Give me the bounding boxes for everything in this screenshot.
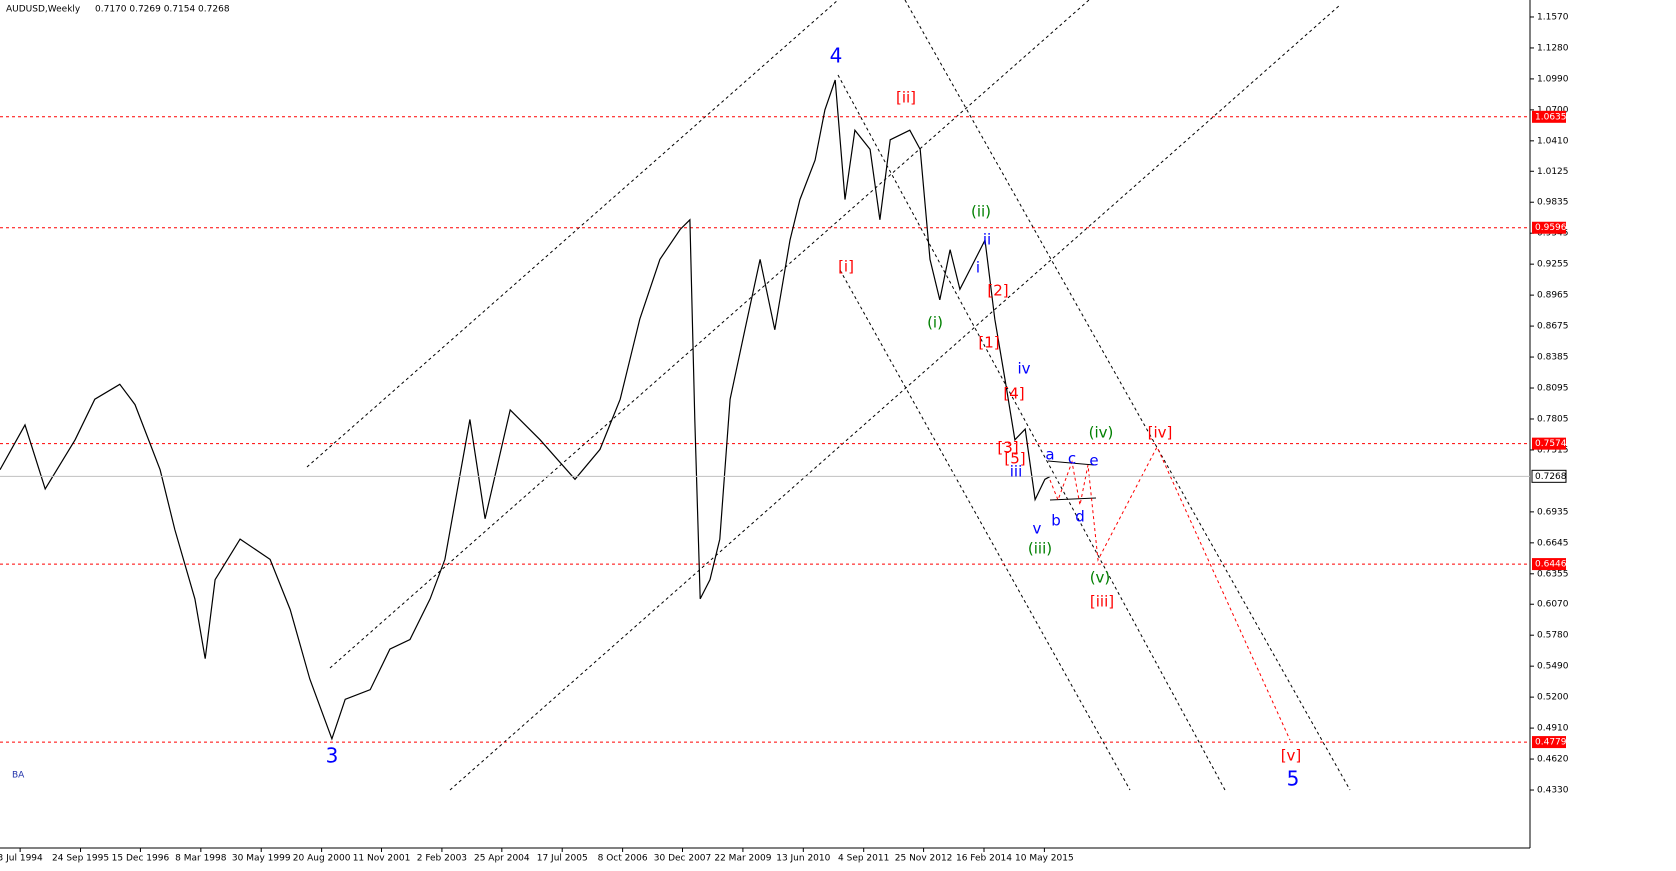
wave-label: iii xyxy=(1010,463,1023,481)
watermark: BA xyxy=(12,771,25,781)
last-price-box xyxy=(1531,469,1567,483)
wave-label: a xyxy=(1045,446,1054,464)
y-tick-label: 0.9835 xyxy=(1537,198,1569,208)
wave-label: 5 xyxy=(1287,767,1300,791)
level-label: 0.6446 xyxy=(1535,560,1567,570)
wave-label: [ii] xyxy=(896,89,916,107)
y-tick-label: 0.6935 xyxy=(1537,507,1569,517)
level-box xyxy=(1532,221,1566,234)
y-tick-label: 0.5490 xyxy=(1537,662,1569,672)
y-tick-label: 1.1570 xyxy=(1537,12,1569,22)
wave-label: [2] xyxy=(987,282,1008,300)
y-tick-label: 0.8095 xyxy=(1537,384,1569,394)
wave-label: 3 xyxy=(326,744,339,768)
level-label: 0.4779 xyxy=(1535,738,1567,748)
trend-lines xyxy=(306,0,1351,791)
x-tick-label: 30 Dec 2007 xyxy=(654,854,712,864)
wave-label: iv xyxy=(1017,360,1030,378)
x-tick-label: 24 Sep 1995 xyxy=(52,854,109,864)
wave-label: (v) xyxy=(1090,569,1111,587)
y-tick-label: 0.4620 xyxy=(1537,755,1569,765)
wave-label: d xyxy=(1075,508,1085,526)
y-tick-label: 0.5200 xyxy=(1537,693,1569,703)
y-tick-label: 1.0410 xyxy=(1537,136,1569,146)
x-tick-label: 4 Sep 2011 xyxy=(838,854,889,864)
wave-label: [4] xyxy=(1003,385,1024,403)
triangle-lines xyxy=(1047,460,1097,501)
y-tick-label: 0.4910 xyxy=(1537,724,1569,734)
price-line xyxy=(0,79,1051,741)
x-tick-label: 25 Apr 2004 xyxy=(474,854,530,864)
wave-label: [i] xyxy=(838,258,854,276)
y-tick-label: 0.5780 xyxy=(1537,631,1569,641)
y-tick-label: 1.1280 xyxy=(1537,43,1569,53)
x-tick-label: 15 Dec 1996 xyxy=(112,854,170,864)
wave-label: (iii) xyxy=(1028,540,1052,558)
x-tick-label: 8 Oct 2006 xyxy=(598,854,648,864)
y-tick-label: 0.6355 xyxy=(1537,569,1569,579)
wave-label: (iv) xyxy=(1089,424,1114,442)
x-tick-label: 22 Mar 2009 xyxy=(714,854,771,864)
x-tick-label: 13 Jun 2010 xyxy=(776,854,830,864)
level-box xyxy=(1532,736,1566,749)
ohlc: 0.7170 0.7269 0.7154 0.7268 xyxy=(95,5,230,15)
wave-label: b xyxy=(1051,512,1061,530)
wave-label: [1] xyxy=(978,334,999,352)
x-tick-label: 16 Feb 2014 xyxy=(956,854,1012,864)
wave-label: (ii) xyxy=(971,203,991,221)
level-label: 1.0635 xyxy=(1535,112,1567,122)
level-box xyxy=(1532,437,1566,450)
y-tick-label: 0.7515 xyxy=(1537,445,1569,455)
x-tick-label: 20 Aug 2000 xyxy=(293,854,351,864)
y-tick-label: 1.0990 xyxy=(1537,74,1569,84)
x-tick-label: 30 May 1999 xyxy=(232,854,291,864)
wave-label: v xyxy=(1033,520,1042,538)
x-tick-label: 10 May 2015 xyxy=(1015,854,1074,864)
y-tick-label: 0.8965 xyxy=(1537,291,1569,301)
y-tick-label: 0.8675 xyxy=(1537,322,1569,332)
wave-label: [iv] xyxy=(1148,424,1173,442)
x-tick-label: 2 Feb 2003 xyxy=(417,854,467,864)
y-tick-label: 0.6645 xyxy=(1537,538,1569,548)
wave-label: i xyxy=(976,259,980,277)
x-tick-label: 11 Nov 2001 xyxy=(353,854,411,864)
wave-label: 4 xyxy=(830,44,843,68)
level-label: 0.7574 xyxy=(1535,439,1567,449)
x-tick-label: 3 Jul 1994 xyxy=(0,854,43,864)
x-tick-label: 17 Jul 2005 xyxy=(537,854,588,864)
level-box xyxy=(1532,110,1566,123)
wave-label: [iii] xyxy=(1090,593,1114,611)
wave-label: ii xyxy=(983,231,991,249)
y-tick-label: 0.8385 xyxy=(1537,353,1569,363)
y-tick-label: 1.0125 xyxy=(1537,167,1569,177)
y-tick-label: 0.4330 xyxy=(1537,786,1569,796)
x-tick-label: 8 Mar 1998 xyxy=(175,854,227,864)
projection xyxy=(1049,445,1291,741)
last-price-label: 0.7268 xyxy=(1535,472,1567,482)
wave-label: [3] xyxy=(997,439,1018,457)
y-tick-label: 0.6070 xyxy=(1537,600,1569,610)
wave-label: c xyxy=(1068,450,1076,468)
wave-label: e xyxy=(1089,452,1098,470)
level-box xyxy=(1532,558,1566,571)
x-tick-label: 25 Nov 2012 xyxy=(895,854,953,864)
y-tick-label: 0.9255 xyxy=(1537,260,1569,270)
wave-label: [5] xyxy=(1004,450,1025,468)
wave-label: (i) xyxy=(927,314,943,332)
wave-label: [v] xyxy=(1281,747,1302,765)
chart-title: AUDUSD,Weekly xyxy=(6,5,81,15)
level-label: 0.9596 xyxy=(1535,223,1567,233)
y-tick-label: 1.0700 xyxy=(1537,105,1569,115)
y-tick-label: 0.7805 xyxy=(1537,414,1569,424)
